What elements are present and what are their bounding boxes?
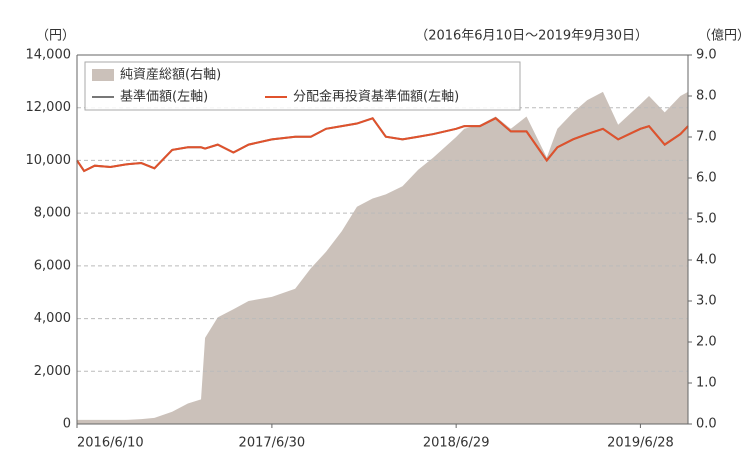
legend-label: 基準価額(左軸) [120,89,208,105]
y2-tick-label: 5.0 [696,212,717,227]
area [77,91,688,425]
y2-tick-label: 7.0 [696,130,717,145]
y2-tick-label: 8.0 [696,89,717,104]
y2-tick-label: 4.0 [696,253,717,268]
line [76,117,689,173]
y2-tick-label: 0.0 [696,417,717,432]
plot [77,91,688,425]
y-tick-label: 10,000 [26,153,72,168]
x-tick-label: 2017/6/30 [239,436,306,451]
legend-swatch [92,69,114,81]
y2-tick-label: 2.0 [696,335,717,350]
y-tick-label: 4,000 [34,311,71,326]
y-tick-label: 14,000 [26,48,72,63]
y-axis-label: （円） [36,29,75,44]
annotation: （2016年6月10日～2019年9月30日） [415,29,648,44]
y2-tick-label: 6.0 [696,171,717,186]
y-tick-label: 6,000 [34,258,71,273]
x-tick-label: 2016/6/10 [77,436,144,451]
y-tick-label: 2,000 [34,364,71,379]
y2-tick-label: 3.0 [696,294,717,309]
y-tick-label: 0 [63,417,71,432]
x-tick-label: 2019/6/28 [607,436,674,451]
y-tick-label: 8,000 [34,206,71,221]
legend-label: 純資産総額(右軸) [120,67,221,83]
legend-box [84,61,521,111]
legend-label: 分配金再投資基準価額(左軸) [293,89,459,105]
y2-tick-label: 1.0 [696,376,717,391]
x-tick-label: 2018/6/29 [423,436,490,451]
y-tick-label: 12,000 [26,100,72,115]
y2-axis-label: （億円） [698,28,750,44]
y2-tick-label: 9.0 [696,48,717,63]
